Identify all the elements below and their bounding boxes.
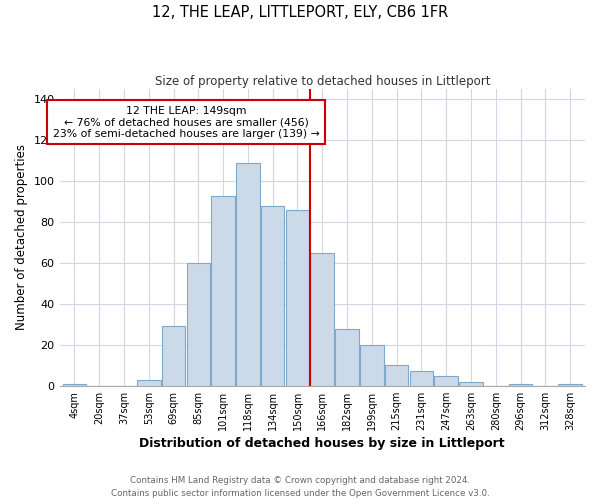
Bar	[162, 326, 185, 386]
Bar	[261, 206, 284, 386]
Bar	[509, 384, 532, 386]
Bar	[211, 196, 235, 386]
Bar	[360, 345, 383, 386]
Bar	[286, 210, 309, 386]
Title: Size of property relative to detached houses in Littleport: Size of property relative to detached ho…	[155, 75, 490, 88]
Text: 12, THE LEAP, LITTLEPORT, ELY, CB6 1FR: 12, THE LEAP, LITTLEPORT, ELY, CB6 1FR	[152, 5, 448, 20]
X-axis label: Distribution of detached houses by size in Littleport: Distribution of detached houses by size …	[139, 437, 505, 450]
Bar	[559, 384, 582, 386]
Bar	[434, 376, 458, 386]
Y-axis label: Number of detached properties: Number of detached properties	[15, 144, 28, 330]
Bar	[187, 263, 210, 386]
Bar	[410, 372, 433, 386]
Bar	[137, 380, 161, 386]
Text: Contains HM Land Registry data © Crown copyright and database right 2024.
Contai: Contains HM Land Registry data © Crown c…	[110, 476, 490, 498]
Bar	[385, 366, 409, 386]
Bar	[310, 253, 334, 386]
Bar	[459, 382, 483, 386]
Bar	[335, 328, 359, 386]
Text: 12 THE LEAP: 149sqm
← 76% of detached houses are smaller (456)
23% of semi-detac: 12 THE LEAP: 149sqm ← 76% of detached ho…	[53, 106, 319, 138]
Bar	[62, 384, 86, 386]
Bar	[236, 163, 260, 386]
